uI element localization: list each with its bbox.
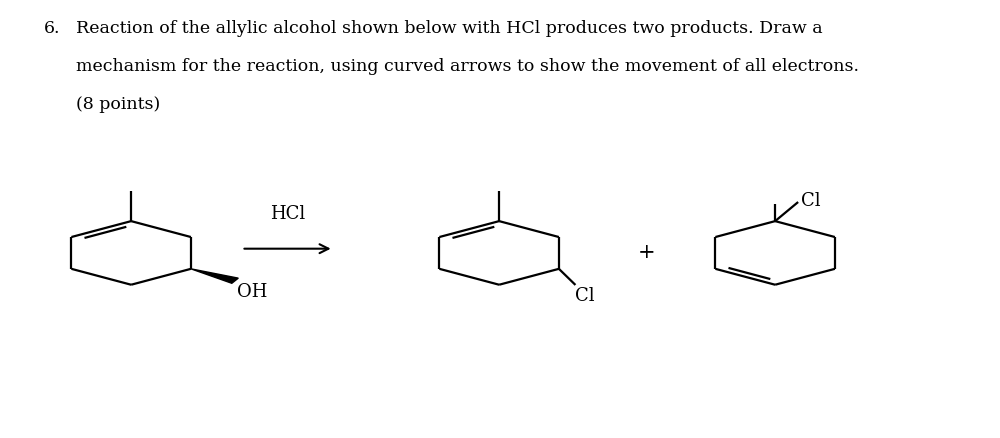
Text: OH: OH [237,283,267,301]
Text: Reaction of the allylic alcohol shown below with HCl produces two products. Draw: Reaction of the allylic alcohol shown be… [76,20,823,37]
Text: HCl: HCl [270,205,305,223]
Text: Cl: Cl [575,287,595,305]
Text: +: + [638,244,655,262]
Text: (8 points): (8 points) [76,96,160,113]
Text: 6.: 6. [44,20,60,37]
Text: Cl: Cl [801,192,821,210]
Polygon shape [191,269,238,283]
Text: mechanism for the reaction, using curved arrows to show the movement of all elec: mechanism for the reaction, using curved… [76,58,859,75]
